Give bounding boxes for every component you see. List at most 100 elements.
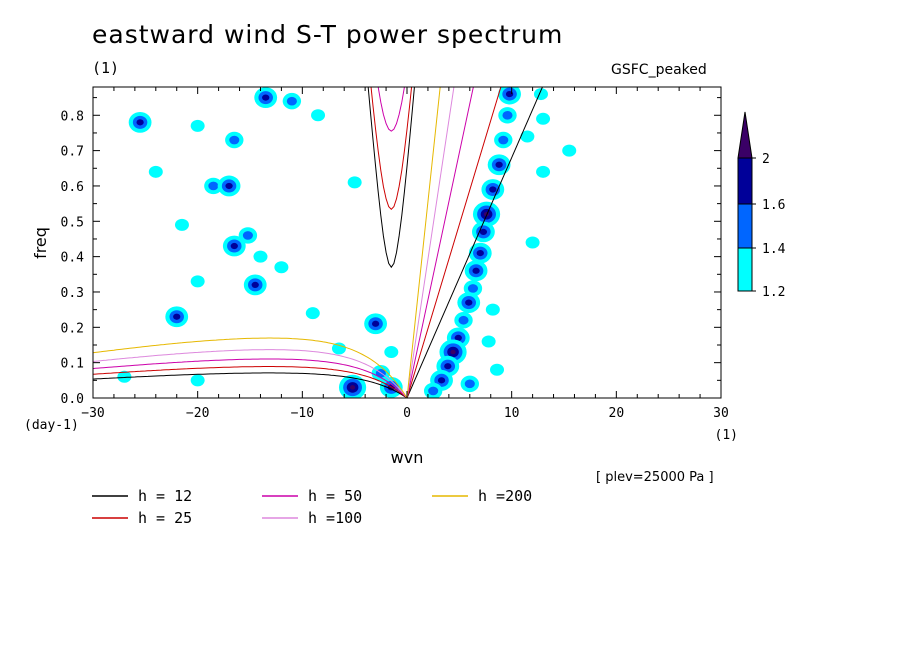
power-blob [487,154,511,176]
y-tick-label: 0.7 [61,145,84,160]
power-blob [274,261,289,274]
power-blob [148,165,163,178]
power-contour-level [450,349,456,355]
power-contour-level [562,144,577,157]
power-blob [338,374,367,398]
dispersion-curve [93,87,502,398]
power-blob [485,303,500,316]
colorbar-segment [737,203,753,249]
colorbar-label: 2 [762,152,770,167]
y-axis-label: freq [31,227,50,259]
power-blob [460,375,479,393]
power-contour-level [229,135,240,145]
power-contour-level [472,267,480,274]
power-blob [490,363,505,376]
legend-label: h = 50 [308,487,362,505]
y-tick-label: 0.0 [61,392,84,407]
power-contour-level [286,96,297,106]
rossby-gravity-curve [93,366,408,398]
power-blob [494,131,513,149]
inertia-gravity-curve [93,0,721,21]
legend-entry: h = 12 [92,487,192,505]
kelvin-curve [406,87,474,398]
y-tick-label: 0.1 [61,357,84,372]
power-contour-level [190,275,205,288]
x-tick-label: 0 [403,406,411,421]
power-blob [536,112,551,125]
plev-note: [ plev=25000 Pa ] [596,470,714,485]
power-contour-level [498,135,509,145]
kelvin-curve [406,87,502,398]
power-contour-level [533,88,548,101]
power-blob [128,111,152,133]
colorbar-extend-triangle [737,111,753,159]
power-blob [238,227,258,244]
inertia-gravity-curve [367,87,415,269]
plot-frame [92,86,722,399]
power-blob [253,250,268,263]
power-contour-level [262,94,270,101]
x-tick-label: 30 [713,406,729,421]
power-blob [174,218,189,231]
y-tick-label: 0.8 [61,109,84,124]
power-contour-level [536,112,551,125]
power-contour-level [190,374,205,387]
power-contour-level [384,346,399,359]
power-blob [430,369,453,391]
inertia-gravity-curve [370,87,413,211]
power-blob [305,307,320,320]
legend-label: h = 25 [138,509,192,527]
power-contour-level [251,281,259,289]
y-tick-label: 0.5 [61,215,84,230]
power-contour-level [485,303,500,316]
power-blob [464,260,488,282]
power-contour-level [208,181,219,191]
legend-label: h =200 [478,487,532,505]
power-blob [533,88,548,101]
power-blob [536,165,551,178]
power-contour-level [225,182,233,190]
power-contour-level [495,161,503,168]
power-contour-level [465,299,473,306]
power-blob [454,312,473,329]
x-axis-label: wvn [391,448,424,467]
power-blob [225,131,244,149]
power-blob [472,221,495,243]
legend-entry: h = 50 [262,487,362,505]
power-blob [222,235,246,257]
power-contour-level [136,119,144,126]
power-contour-level [230,242,238,250]
x-unit-label: (1) [715,428,738,443]
legend-entry: h =200 [432,487,532,505]
power-blob [254,87,278,109]
colorbar-label: 1.6 [762,198,785,213]
power-blob [243,274,267,296]
y-tick-label: 0.2 [61,321,84,336]
power-contour-level [479,228,488,236]
power-contour-level [458,315,469,325]
x-tick-label: 20 [609,406,625,421]
power-contour-level [536,165,551,178]
rossby-gravity-curve [93,372,408,398]
power-blob [190,275,205,288]
power-blob [331,342,346,355]
power-blob [481,335,496,348]
power-blob [457,292,481,313]
dispersion-curve [93,87,474,398]
power-contour-level [437,377,446,384]
power-blob [217,175,241,197]
colorbar-label: 1.4 [762,242,786,257]
rossby-gravity-curve [93,337,408,398]
x-tick-label: 10 [504,406,520,421]
power-blob [190,119,205,132]
legend-entry: h =100 [262,509,362,527]
rossby-gravity-curve [93,358,408,398]
power-contour-level [305,307,320,320]
colorbar-segment [737,247,753,292]
power-blob [498,107,517,124]
power-blob [204,177,223,195]
power-blob [423,382,443,398]
power-blob [347,176,362,189]
power-contour-level [490,363,505,376]
